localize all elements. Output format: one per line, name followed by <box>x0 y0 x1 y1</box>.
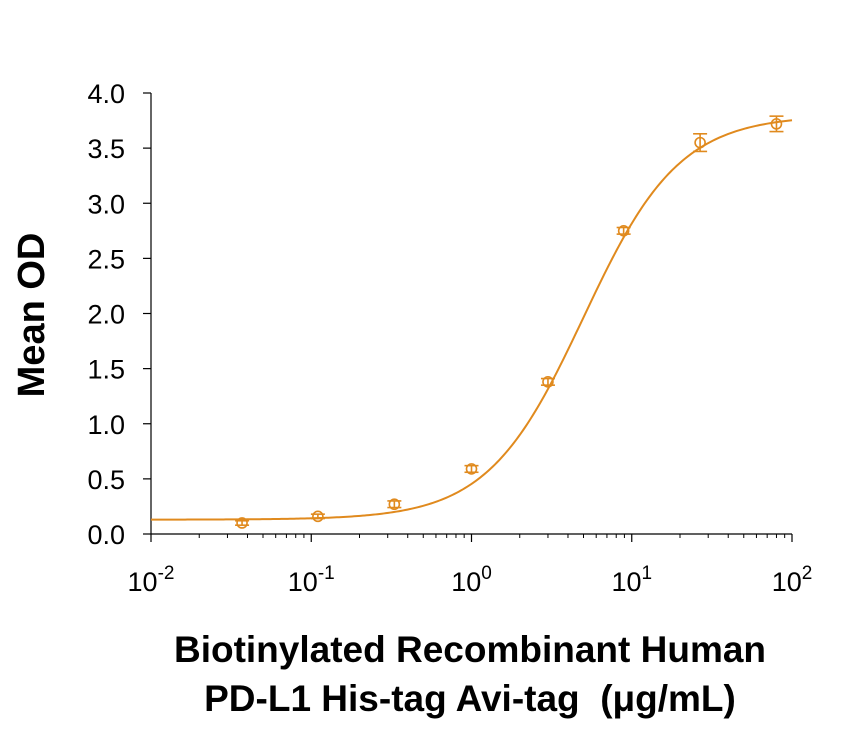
data-point <box>616 225 631 237</box>
y-tick-label: 2.0 <box>87 300 125 330</box>
y-tick-label: 3.5 <box>87 134 125 164</box>
point-marker <box>236 517 248 529</box>
data-point <box>387 498 402 511</box>
y-tick-label: 0.0 <box>87 520 125 550</box>
x-tick-label: 101 <box>611 563 652 597</box>
y-tick-label: 4.0 <box>87 79 125 109</box>
x-tick-label: 10-1 <box>288 563 335 597</box>
point-marker <box>465 463 478 475</box>
x-tick-base: 10 <box>288 567 318 597</box>
data-point <box>769 115 784 133</box>
data-point <box>235 517 250 529</box>
x-axis-title-line-1: Biotinylated Recombinant Human <box>174 629 766 670</box>
x-tick-exponent: 1 <box>641 563 652 584</box>
point-marker <box>617 225 630 237</box>
data-point <box>693 132 708 153</box>
x-tick-label: 10-2 <box>128 563 175 597</box>
data-point <box>310 510 325 523</box>
y-tick-label: 2.5 <box>87 244 125 274</box>
y-tick-label: 3.0 <box>87 189 125 219</box>
x-tick-exponent: 0 <box>481 563 492 584</box>
point-marker <box>694 136 706 149</box>
x-axis-title-line-2: PD-L1 His-tag Avi-tag (μg/mL) <box>204 678 736 719</box>
point-marker <box>770 118 783 130</box>
data-points <box>235 115 784 529</box>
x-tick-base: 10 <box>128 567 158 597</box>
x-ticks: 10-2 10-1 100 101 102 <box>128 534 813 597</box>
point-marker <box>312 510 324 523</box>
x-tick-base: 10 <box>611 567 641 597</box>
x-tick-exponent: 2 <box>802 563 813 584</box>
fit-curve <box>151 119 793 521</box>
x-tick-exponent: -1 <box>318 563 335 584</box>
y-tick-label: 0.5 <box>87 465 125 495</box>
data-point <box>464 463 479 475</box>
y-axis-title: Mean OD <box>11 233 53 398</box>
y-ticks: 0.0 0.5 1.0 1.5 2.0 2.5 3.0 3.5 4.0 <box>87 79 151 550</box>
point-marker <box>388 498 401 511</box>
data-point <box>540 376 555 388</box>
y-tick-label: 1.0 <box>87 410 125 440</box>
point-marker <box>542 376 554 388</box>
x-tick-label: 100 <box>451 563 492 597</box>
x-tick-base: 10 <box>772 567 802 597</box>
y-tick-label: 1.5 <box>87 355 125 385</box>
x-tick-label: 102 <box>772 563 813 597</box>
x-tick-base: 10 <box>451 567 481 597</box>
x-tick-exponent: -2 <box>158 563 175 584</box>
